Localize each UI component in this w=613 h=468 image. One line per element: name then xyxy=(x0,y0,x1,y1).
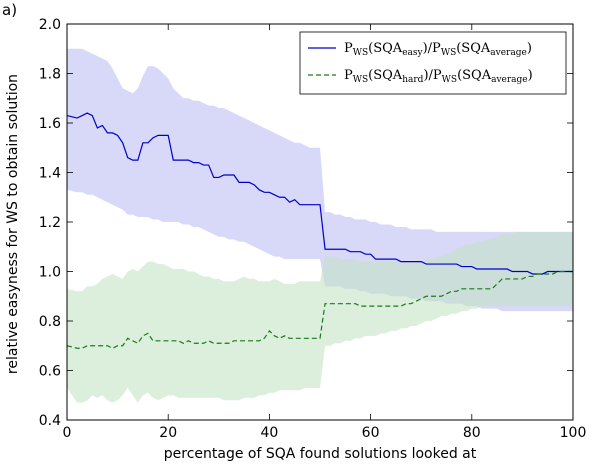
y-axis-label: relative easyness for WS to obtain solut… xyxy=(5,74,21,374)
series-line-hard xyxy=(66,270,573,349)
confidence-bands xyxy=(67,48,573,403)
x-tick-label: 0 xyxy=(63,425,72,441)
x-tick-label: 60 xyxy=(362,425,380,441)
x-axis-label: percentage of SQA found solutions looked… xyxy=(164,446,477,462)
x-tick-label: 80 xyxy=(463,425,481,441)
x-tick-label: 20 xyxy=(159,425,177,441)
x-axis-ticks: 0 20 40 60 80 100 xyxy=(63,24,587,441)
x-tick-label: 40 xyxy=(260,425,278,441)
band-hard xyxy=(67,231,573,403)
legend: PWS(SQAeasy)/PWS(SQAaverage) PWS(SQAhard… xyxy=(299,31,567,95)
y-tick-label: 0.8 xyxy=(39,314,61,330)
y-tick-label: 1.8 xyxy=(39,67,61,83)
y-axis-ticks: 0.4 0.6 0.8 1.0 1.2 1.4 1.6 1.8 2.0 xyxy=(39,17,573,429)
band-easy xyxy=(67,48,573,312)
series-lines xyxy=(66,112,573,349)
x-tick-label: 100 xyxy=(560,425,587,441)
y-tick-label: 2.0 xyxy=(39,17,61,33)
y-tick-label: 1.6 xyxy=(39,116,61,132)
y-tick-label: 0.4 xyxy=(39,413,61,429)
legend-box xyxy=(299,31,567,95)
y-tick-label: 0.6 xyxy=(39,364,61,380)
y-tick-label: 1.4 xyxy=(39,166,61,182)
series-line-easy xyxy=(66,112,573,275)
legend-entry-hard: PWS(SQAhard)/PWS(SQAaverage) xyxy=(344,68,533,85)
y-tick-label: 1.2 xyxy=(39,215,61,231)
y-tick-label: 1.0 xyxy=(39,265,61,281)
panel-label: a) xyxy=(2,1,17,19)
legend-entry-easy: PWS(SQAeasy)/PWS(SQAaverage) xyxy=(344,41,532,58)
